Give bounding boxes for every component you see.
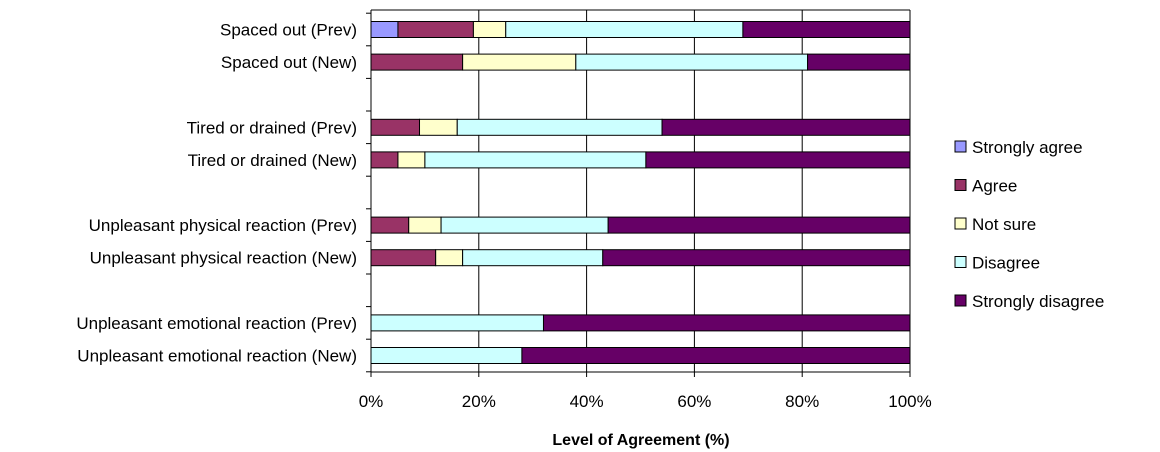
bar-segment (462, 249, 604, 267)
category-label: Unpleasant emotional reaction (New) (77, 347, 357, 366)
legend-label: Disagree (972, 254, 1040, 273)
bar-segment (542, 314, 911, 332)
x-tick-label: 20% (462, 392, 496, 411)
bar-segment (424, 151, 647, 169)
bar-segment (370, 347, 523, 364)
bar-segment (472, 21, 507, 38)
legend-swatch (954, 140, 967, 153)
bar-segment (575, 53, 809, 71)
bar-segment (370, 53, 464, 71)
x-tick-label: 100% (888, 392, 931, 411)
bar-segment (742, 21, 911, 38)
category-label: Unpleasant physical reaction (New) (90, 249, 357, 268)
legend-label: Not sure (972, 215, 1036, 234)
bar-segment (440, 216, 609, 234)
bar-segment (370, 118, 421, 136)
legend-swatch (954, 294, 967, 307)
bar-segment (397, 151, 426, 169)
bar-segment (521, 347, 911, 364)
bar-segment (370, 314, 544, 332)
bar-segment (435, 249, 464, 267)
bars (370, 21, 911, 364)
category-label: Spaced out (Prev) (220, 21, 357, 40)
legend-label: Agree (972, 177, 1017, 196)
bar-segment (419, 118, 458, 136)
x-tick-label: 60% (677, 392, 711, 411)
bar-segment (505, 21, 744, 38)
bar-segment (462, 53, 577, 71)
bar-segment (370, 249, 437, 267)
bar-segment (397, 21, 474, 38)
category-label: Unpleasant emotional reaction (Prev) (76, 314, 357, 333)
legend-swatch (954, 217, 967, 230)
category-label: Tired or drained (New) (188, 151, 357, 170)
bar-segment (370, 21, 399, 38)
bar-segment (370, 216, 410, 234)
bar-segment (370, 151, 399, 169)
bar-segment (807, 53, 911, 71)
legend-label: Strongly disagree (972, 292, 1104, 311)
bar-segment (456, 118, 663, 136)
legend-label: Strongly agree (972, 138, 1083, 157)
category-label: Spaced out (New) (221, 53, 357, 72)
legend-swatch (954, 179, 967, 191)
category-labels: Spaced out (Prev) Spaced out (New) Tired o… (76, 21, 357, 366)
x-tick-label: 0% (359, 392, 384, 411)
x-tick-label: 40% (570, 392, 604, 411)
x-tick-labels: 0% 20% 40% 60% 80% 100% (359, 392, 932, 411)
bar-segment (602, 249, 911, 267)
axes (366, 9, 911, 377)
bar-segment (408, 216, 442, 234)
x-axis-title: Level of Agreement (%) (552, 432, 729, 449)
bar-segment (661, 118, 911, 136)
legend-swatch (954, 256, 967, 268)
bar-segment (607, 216, 911, 234)
category-label: Tired or drained (Prev) (187, 118, 357, 137)
legend[interactable]: Strongly agree Agree Not sure Disagree Stron… (954, 138, 1104, 311)
category-label: Unpleasant physical reaction (Prev) (89, 216, 357, 235)
x-tick-label: 80% (785, 392, 819, 411)
bar-segment (645, 151, 911, 169)
